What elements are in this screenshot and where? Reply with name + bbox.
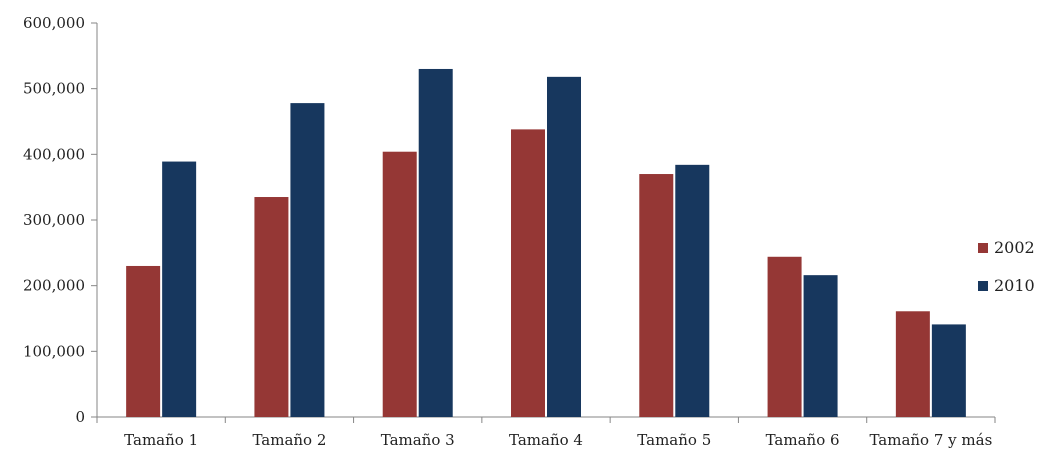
x-tick-label: Tamaño 5 <box>637 431 711 449</box>
y-tick-label: 200,000 <box>23 277 85 295</box>
bar-2010-4 <box>547 76 581 417</box>
bar-2002-7 <box>895 311 930 417</box>
y-tick-label: 500,000 <box>23 80 85 98</box>
y-tick-label: 600,000 <box>23 14 85 32</box>
bar-2002-2 <box>254 197 289 417</box>
bar-2010-2 <box>290 103 325 417</box>
legend-label-2002: 2002 <box>994 238 1035 257</box>
bar-2002-3 <box>382 151 417 417</box>
bar-2010-7 <box>931 324 966 417</box>
x-tick-label: Tamaño 4 <box>509 431 583 449</box>
y-tick-label: 100,000 <box>23 342 85 360</box>
y-tick-label: 400,000 <box>23 145 85 163</box>
bar-2002-4 <box>511 129 545 417</box>
bar-2002-1 <box>126 265 161 417</box>
x-tick-label: Tamaño 1 <box>124 431 198 449</box>
bar-2002-6 <box>767 256 802 417</box>
x-tick-label: Tamaño 7 y más <box>869 431 992 449</box>
bar-2002-5 <box>639 174 674 417</box>
x-tick-label: Tamaño 6 <box>766 431 840 449</box>
bar-2010-3 <box>418 68 453 417</box>
bar-2010-1 <box>162 161 197 417</box>
bar-2010-5 <box>675 164 710 417</box>
y-tick-label: 300,000 <box>23 211 85 229</box>
x-tick-label: Tamaño 2 <box>252 431 326 449</box>
bar-2010-6 <box>803 275 838 417</box>
legend-label-2010: 2010 <box>994 276 1035 295</box>
y-tick-label: 0 <box>75 408 85 426</box>
legend-swatch-2010 <box>978 281 988 291</box>
axes <box>91 22 996 423</box>
axis-labels: 0 100,000 200,000 300,000 400,000 500,000 600,… <box>23 14 992 449</box>
x-tick-label: Tamaño 3 <box>381 431 455 449</box>
bars <box>126 68 966 417</box>
legend-swatch-2002 <box>978 243 988 253</box>
legend: 2002 2010 <box>978 238 1035 295</box>
